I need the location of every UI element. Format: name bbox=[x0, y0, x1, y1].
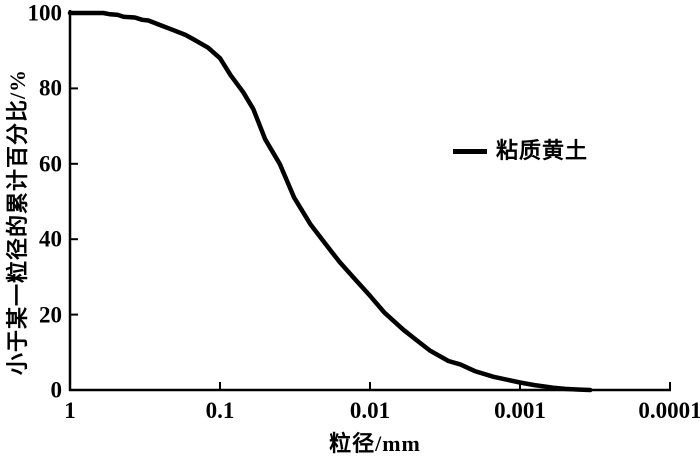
y-tick-label: 0 bbox=[50, 377, 63, 403]
axes bbox=[68, 10, 671, 392]
x-tick-label: 0.1 bbox=[205, 398, 235, 423]
x-tick-label: 0.01 bbox=[349, 398, 391, 423]
y-tick-label: 100 bbox=[27, 0, 63, 26]
x-axis-title: 粒径/mm bbox=[329, 431, 421, 456]
y-tick-label: 20 bbox=[39, 302, 62, 328]
y-axis-title: 小于某一粒径的累计百分比/% bbox=[5, 68, 30, 376]
y-tick-label: 60 bbox=[39, 151, 62, 177]
x-tick-label: 0.001 bbox=[494, 398, 546, 423]
distribution-curve bbox=[67, 10, 593, 393]
y-tick-label: 40 bbox=[39, 226, 62, 252]
series-curve bbox=[67, 10, 593, 393]
legend-label: 粘质黄土 bbox=[496, 138, 589, 163]
legend-line-swatch bbox=[453, 148, 487, 154]
y-tick-label: 80 bbox=[39, 75, 62, 101]
x-tick-label: 1 bbox=[64, 398, 76, 423]
legend: 粘质黄土 bbox=[453, 140, 588, 162]
x-tick-label: 0.0001 bbox=[638, 398, 700, 423]
